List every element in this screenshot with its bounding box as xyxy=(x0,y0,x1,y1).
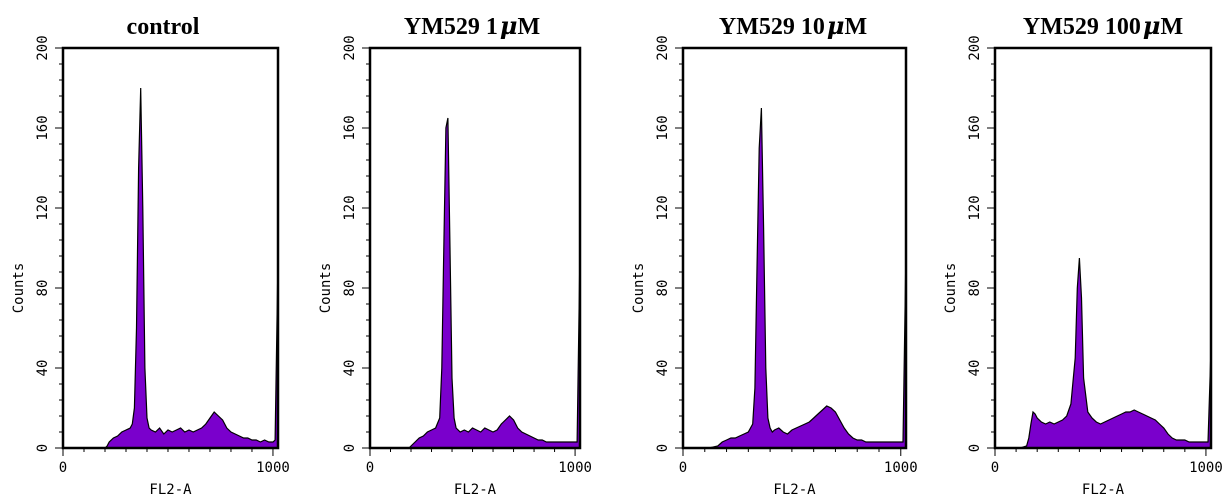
x-axis-label: FL2-A xyxy=(1082,482,1125,498)
y-tick-label: 160 xyxy=(655,115,671,140)
panel-title: YM529 10μM xyxy=(719,11,867,40)
y-tick-label: 80 xyxy=(655,280,671,297)
panel-title: YM529 1μM xyxy=(404,11,540,40)
plot-frame xyxy=(993,46,1213,450)
x-tick-label: 0 xyxy=(991,460,999,476)
y-tick-label: 0 xyxy=(35,444,51,452)
x-tick-label: 0 xyxy=(679,460,687,476)
plot-frame xyxy=(368,46,582,450)
y-tick-label: 80 xyxy=(342,280,358,297)
x-tick-label: 0 xyxy=(366,460,374,476)
histogram-panel-1: control 0 40 80 120 160 200 0 1000 FL2-A Counts xyxy=(11,14,290,498)
histogram-area xyxy=(370,118,580,448)
y-tick-label: 160 xyxy=(342,115,358,140)
y-tick-label: 120 xyxy=(967,195,983,220)
y-tick-label: 80 xyxy=(967,280,983,297)
panel-title: control xyxy=(127,14,200,40)
histogram-outline xyxy=(370,117,581,449)
x-tick-label: 1000 xyxy=(256,460,290,476)
y-tick-label: 200 xyxy=(342,35,358,60)
x-tick-label: 1000 xyxy=(558,460,592,476)
histogram-area xyxy=(63,88,278,448)
y-tick-label: 0 xyxy=(967,444,983,452)
y-tick-label: 120 xyxy=(655,195,671,220)
y-axis-label: Counts xyxy=(318,263,334,314)
histogram-area xyxy=(995,258,1211,448)
y-tick-label: 0 xyxy=(655,444,671,452)
y-axis-label: Counts xyxy=(631,263,647,314)
x-axis-label: FL2-A xyxy=(149,482,192,498)
histogram-panel-3: YM529 10μM 0 40 80 120 160 200 0 1000 FL2-A Counts xyxy=(631,11,918,498)
y-tick-label: 40 xyxy=(35,360,51,377)
y-axis-label: Counts xyxy=(943,263,959,314)
y-tick-label: 120 xyxy=(35,195,51,220)
y-tick-label: 40 xyxy=(342,360,358,377)
x-tick-label: 1000 xyxy=(1189,460,1223,476)
histogram-outline xyxy=(995,257,1212,449)
y-axis-label: Counts xyxy=(11,263,27,314)
histogram-outline xyxy=(63,87,279,449)
y-tick-label: 200 xyxy=(35,35,51,60)
y-tick-label: 120 xyxy=(342,195,358,220)
y-tick-label: 0 xyxy=(342,444,358,452)
histogram-area xyxy=(683,108,906,448)
x-axis-label: FL2-A xyxy=(773,482,816,498)
y-tick-label: 40 xyxy=(967,360,983,377)
x-axis-label: FL2-A xyxy=(454,482,497,498)
x-tick-label: 0 xyxy=(59,460,67,476)
y-tick-label: 160 xyxy=(35,115,51,140)
y-tick-label: 200 xyxy=(655,35,671,60)
x-tick-label: 1000 xyxy=(884,460,918,476)
histogram-outline xyxy=(683,107,907,449)
y-tick-label: 40 xyxy=(655,360,671,377)
y-tick-label: 80 xyxy=(35,280,51,297)
y-tick-label: 160 xyxy=(967,115,983,140)
histogram-panel-4: YM529 100μM 0 40 80 120 160 200 0 1000 FL2-A Count… xyxy=(943,11,1223,498)
panel-title: YM529 100μM xyxy=(1023,11,1183,40)
y-tick-label: 200 xyxy=(967,35,983,60)
plot-frame xyxy=(681,46,908,450)
plot-frame xyxy=(61,46,280,450)
histogram-panel-2: YM529 1μM 0 40 80 120 160 200 0 1000 FL2-A Counts xyxy=(318,11,592,498)
